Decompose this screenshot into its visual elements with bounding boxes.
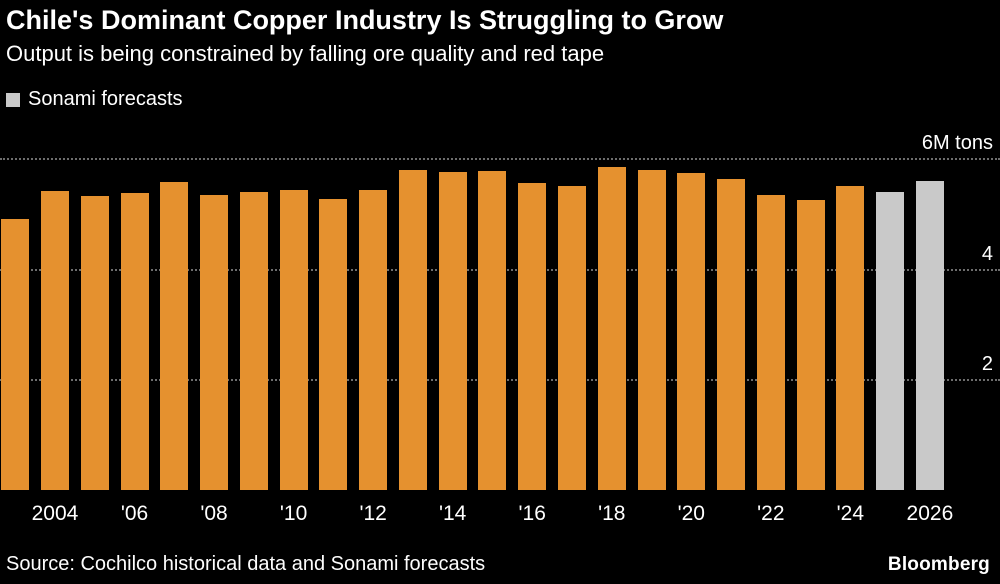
bar-2008 (200, 195, 229, 490)
bar-2003 (1, 218, 30, 490)
bar-2022 (756, 195, 785, 490)
bar-2004 (40, 190, 69, 490)
bar-2018 (597, 167, 626, 490)
bloomberg-logo: Bloomberg (887, 554, 990, 575)
x-axis-label-2010: '10 (279, 502, 308, 525)
x-axis: 2004 '06 '08 '10 '12 '14 '16 '18 '20 '22 '24 2026 (0, 490, 1000, 532)
bar-2016 (518, 182, 547, 490)
x-axis-label-2026: 2026 (906, 502, 954, 525)
bar-2017 (557, 185, 586, 490)
x-axis-label-2006: '06 (120, 502, 149, 525)
bar-2010 (279, 190, 308, 490)
bar-2007 (160, 182, 189, 490)
bar-2024 (836, 185, 865, 490)
bar-2019 (637, 169, 666, 490)
x-axis-label-2018: '18 (598, 502, 626, 525)
bar-2009 (239, 191, 268, 490)
y-axis-label-6: 6M tons (921, 132, 993, 154)
bar-2005 (80, 195, 109, 490)
x-axis-label-2024: '24 (836, 502, 865, 525)
plot-area: 6M tons 4 2 (0, 132, 1000, 490)
legend: Sonami forecasts (6, 88, 1000, 111)
bar-2006 (120, 193, 149, 490)
bar-2025-forecast (876, 191, 905, 490)
bar-2021 (717, 179, 746, 490)
y-axis-label-4: 4 (981, 242, 993, 265)
x-axis-label-2004: 2004 (31, 502, 79, 525)
gridline-6 (0, 158, 1000, 160)
legend-label: Sonami forecasts (28, 88, 183, 111)
chart-footer: Source: Cochilco historical data and Son… (0, 553, 1000, 584)
bar-2014 (438, 171, 467, 490)
bar-2023 (796, 199, 825, 490)
chart-header: Chile's Dominant Copper Industry Is Stru… (0, 0, 1000, 67)
source-note: Source: Cochilco historical data and Son… (6, 553, 486, 575)
x-axis-label-2020: '20 (677, 502, 705, 525)
legend-swatch-icon (6, 92, 20, 107)
x-axis-label-2014: '14 (438, 502, 467, 525)
bar-2012 (359, 189, 388, 490)
bar-2026-forecast (915, 181, 944, 490)
bar-2020 (677, 172, 706, 490)
x-axis-label-2008: '08 (200, 502, 228, 525)
chart-subtitle: Output is being constrained by falling o… (6, 41, 605, 67)
bar-2013 (398, 170, 427, 490)
x-axis-label-2012: '12 (359, 502, 387, 525)
y-axis-label-2: 2 (981, 353, 993, 376)
chart-title: Chile's Dominant Copper Industry Is Stru… (6, 5, 724, 35)
x-axis-label-2022: '22 (757, 502, 785, 525)
bar-2015 (478, 171, 507, 490)
x-axis-label-2016: '16 (518, 502, 546, 525)
bar-2011 (319, 198, 348, 490)
